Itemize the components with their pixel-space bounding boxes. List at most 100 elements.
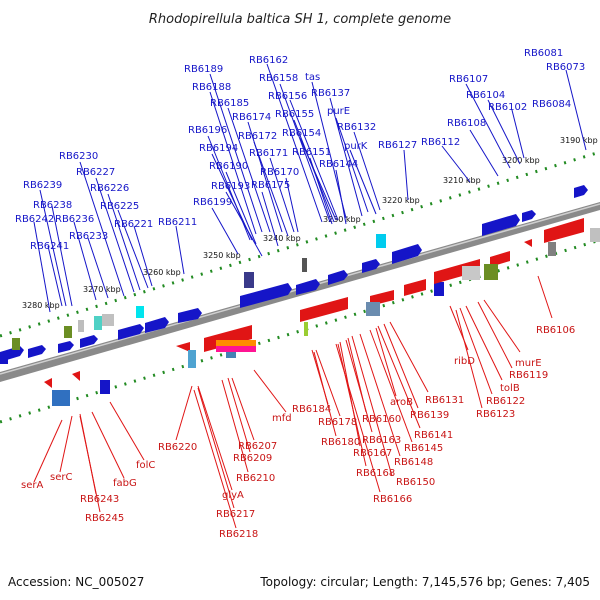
forward-gene-arrow <box>296 279 320 295</box>
feature-blocks <box>12 228 600 406</box>
gene-label: aroB <box>390 397 413 408</box>
gene-label: RB6210 <box>236 473 275 484</box>
gene-label: RB6230 <box>59 151 98 162</box>
gene-label: RB6156 <box>268 91 307 102</box>
gene-label: tas <box>305 72 320 83</box>
gene-label: RB6081 <box>524 48 563 59</box>
gene-label: RB6158 <box>259 73 298 84</box>
genome-title: Rhodopirellula baltica SH 1, complete ge… <box>149 12 451 27</box>
gene-label: RB6178 <box>318 417 357 428</box>
forward-gene-block <box>0 352 8 364</box>
gene-label: RB6119 <box>509 370 548 381</box>
forward-gene-block <box>100 380 110 394</box>
gene-label: purK <box>344 141 368 152</box>
gene-label: RB6209 <box>233 453 272 464</box>
forward-gene-labels: RB6081 RB6073 RB6107 RB6104 RB6102 RB608… <box>15 48 585 252</box>
forward-gene-arrow <box>178 308 202 323</box>
gene-label: RB6189 <box>184 64 223 75</box>
gene-label: RB6132 <box>337 122 376 133</box>
gene-label: RB6167 <box>353 448 392 459</box>
forward-gene-arrow <box>328 270 348 285</box>
gene-label: RB6154 <box>282 128 321 139</box>
forward-gene-block <box>434 282 444 296</box>
forward-gene-arrow <box>522 210 536 222</box>
gene-label: RB6139 <box>410 410 449 421</box>
gene-label: RB6127 <box>378 140 417 151</box>
gene-label: RB6107 <box>449 74 488 85</box>
gene-label: murE <box>515 358 542 369</box>
gene-label: RB6144 <box>319 159 358 170</box>
kbp-label: 3280 kbp <box>22 301 60 310</box>
accession-text: Accession: NC_005027 <box>8 575 144 589</box>
kbp-label: 3210 kbp <box>443 176 481 185</box>
kbp-scale: 3190 kbp 3200 kbp 3210 kbp 3220 kbp 3230… <box>22 136 598 310</box>
gene-label: RB6084 <box>532 99 571 110</box>
gene-label: RB6122 <box>486 396 525 407</box>
gene-label: RB6108 <box>447 118 486 129</box>
reverse-tick-track <box>0 238 600 424</box>
gene-label: RB6225 <box>100 201 139 212</box>
gene-label: RB6218 <box>219 529 258 540</box>
gene-label: RB6184 <box>292 404 331 415</box>
gene-label: RB6141 <box>414 430 453 441</box>
gene-label: RB6073 <box>546 62 585 73</box>
gene-label: ribD <box>454 356 475 367</box>
gene-label: glyA <box>222 490 244 501</box>
gene-label: RB6188 <box>192 82 231 93</box>
gene-label: tolB <box>500 383 520 394</box>
forward-gene-arrow <box>58 341 74 353</box>
gene-label: RB6155 <box>275 109 314 120</box>
gene-label: RB6238 <box>33 200 72 211</box>
reverse-gene-arrow <box>72 371 80 381</box>
forward-gene-arrow <box>240 283 292 308</box>
gene-label: RB6227 <box>76 167 115 178</box>
gene-label: RB6226 <box>90 183 129 194</box>
gene-label: RB6245 <box>85 513 124 524</box>
genome-summary-text: Topology: circular; Length: 7,145,576 bp… <box>259 575 590 589</box>
reverse-gene-arrow <box>434 259 480 284</box>
gene-label: RB6185 <box>210 98 249 109</box>
reverse-gene-arrow <box>44 378 52 388</box>
reverse-gene-arrow <box>490 251 510 267</box>
gene-label: RB6102 <box>488 102 527 113</box>
kbp-label: 3200 kbp <box>502 156 540 165</box>
gene-label: RB6196 <box>188 125 227 136</box>
gene-label: RB6148 <box>394 457 433 468</box>
gene-label: RB6233 <box>69 231 108 242</box>
kbp-label: 3250 kbp <box>203 251 241 260</box>
reverse-gene-arrow <box>176 342 190 352</box>
gene-label: RB6168 <box>356 468 395 479</box>
gene-label: RB6194 <box>199 143 238 154</box>
reverse-gene-arrow <box>544 218 584 243</box>
gene-label: RB6236 <box>55 214 94 225</box>
kbp-label: 3230 kbp <box>323 215 361 224</box>
gene-label: RB6171 <box>249 148 288 159</box>
gene-label: folC <box>136 460 155 471</box>
gene-label: RB6123 <box>476 409 515 420</box>
forward-leader-lines <box>33 63 587 313</box>
gene-label: RB6217 <box>216 509 255 520</box>
forward-gene-arrow <box>482 214 520 236</box>
gene-label: RB6145 <box>404 443 443 454</box>
gene-label: serA <box>21 480 43 491</box>
gene-label: RB6163 <box>362 435 401 446</box>
kbp-label: 3270 kbp <box>83 285 121 294</box>
gene-label: RB6175 <box>251 180 290 191</box>
gene-label: serC <box>50 472 72 483</box>
gene-label: RB6211 <box>158 217 197 228</box>
forward-gene-arrows <box>0 185 588 394</box>
forward-gene-arrow <box>118 324 144 340</box>
gene-label: RB6180 <box>321 437 360 448</box>
forward-gene-arrow <box>80 335 98 348</box>
reverse-gene-labels: RB6106 ribD murE RB6119 tolB RB6122 RB61… <box>21 325 575 540</box>
gene-label: RB6239 <box>23 180 62 191</box>
reverse-gene-arrow <box>524 239 532 247</box>
gene-label: RB6170 <box>260 167 299 178</box>
kbp-label: 3220 kbp <box>382 196 420 205</box>
gene-label: RB6104 <box>466 90 505 101</box>
gene-label: RB6166 <box>373 494 412 505</box>
gene-label: RB6241 <box>30 241 69 252</box>
gene-label: RB6242 <box>15 214 54 225</box>
gene-label: RB6151 <box>292 147 331 158</box>
